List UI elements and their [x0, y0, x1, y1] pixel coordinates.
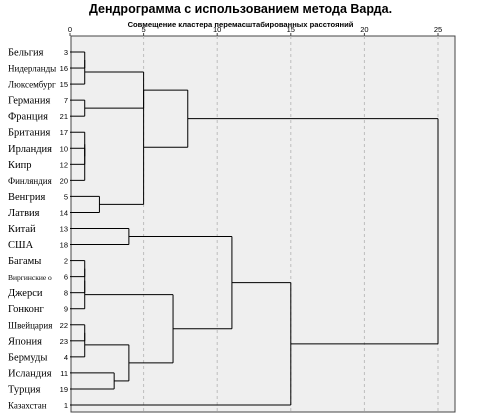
- leaf-label: Финляндия: [8, 176, 52, 186]
- leaf-label: Кипр: [8, 160, 32, 171]
- leaf-id: 16: [60, 64, 68, 73]
- leaf-label: Британия: [8, 128, 51, 139]
- leaf-id: 7: [64, 96, 68, 105]
- leaf-id: 4: [64, 353, 68, 362]
- leaf-label: США: [8, 240, 34, 251]
- leaf-id: 23: [60, 337, 68, 346]
- leaf-label: Франция: [8, 112, 48, 123]
- leaf-id: 21: [60, 112, 68, 121]
- leaf-label: Джерси: [8, 288, 43, 299]
- leaf-label: Германия: [8, 96, 50, 107]
- x-tick-label: 15: [287, 25, 295, 34]
- leaf-id: 8: [64, 289, 68, 298]
- leaf-id: 18: [60, 241, 68, 250]
- chart-title: Дендрограмма с использованием метода Вар…: [88, 2, 393, 16]
- leaf-id: 11: [60, 369, 68, 378]
- x-tick-label: 5: [142, 25, 146, 34]
- x-tick-label: 20: [360, 25, 368, 34]
- leaf-label: Гонконг: [8, 304, 44, 315]
- chart-subtitle: Совмещение кластера перемасштабированных…: [127, 20, 354, 29]
- leaf-id: 20: [60, 176, 68, 185]
- leaf-label: Виргинские о: [8, 273, 52, 282]
- leaf-id: 9: [64, 305, 68, 314]
- leaf-label: Багамы: [8, 256, 41, 267]
- leaf-id: 13: [60, 224, 68, 233]
- leaf-id: 22: [60, 321, 68, 330]
- leaf-label: Турция: [8, 384, 41, 395]
- leaf-id: 12: [60, 160, 68, 169]
- leaf-id: 5: [64, 192, 68, 201]
- leaf-label: Ирландия: [8, 144, 52, 155]
- leaf-label: Исландия: [8, 368, 52, 379]
- leaf-id: 15: [60, 80, 68, 89]
- leaf-label: Бельгия: [8, 48, 44, 59]
- leaf-id: 2: [64, 257, 68, 266]
- leaf-label: Люксембург: [8, 80, 56, 90]
- leaf-label: Япония: [8, 336, 42, 347]
- x-tick-label: 0: [68, 25, 72, 34]
- leaf-label: Латвия: [8, 208, 40, 219]
- leaf-label: Нидерланды: [8, 64, 56, 74]
- leaf-id: 6: [64, 273, 68, 282]
- leaf-id: 14: [60, 208, 68, 217]
- leaf-label: Бермуды: [8, 352, 47, 363]
- plot-area: [70, 35, 456, 413]
- x-tick-label: 25: [434, 25, 442, 34]
- leaf-label: Казахстан: [8, 400, 47, 410]
- leaf-id: 1: [64, 401, 68, 410]
- leaf-label: Венгрия: [8, 192, 45, 203]
- leaf-id: 17: [60, 128, 68, 137]
- leaf-label: Китай: [8, 224, 36, 235]
- leaf-id: 3: [64, 48, 68, 57]
- leaf-id: 10: [60, 144, 68, 153]
- x-tick-label: 10: [213, 25, 221, 34]
- leaf-label: Швейцария: [8, 320, 52, 330]
- leaf-id: 19: [60, 385, 68, 394]
